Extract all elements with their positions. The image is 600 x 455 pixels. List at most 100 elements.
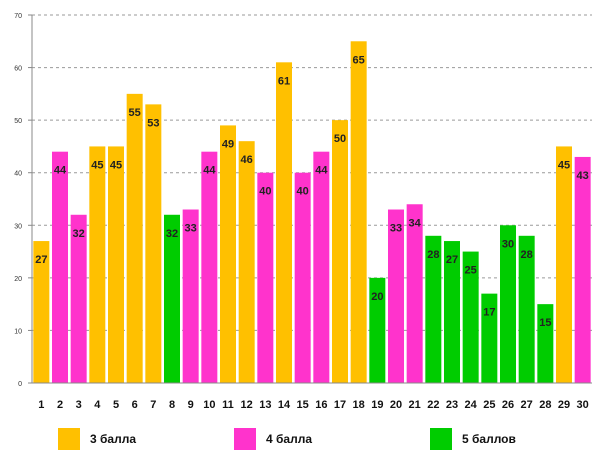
x-tick-label-4: 4 [94,399,101,411]
value-label-25: 17 [483,307,495,319]
x-tick-label-25: 25 [483,399,495,411]
legend-swatch-4-balla [234,428,256,450]
y-tick-label: 60 [14,66,22,73]
bar-13 [257,172,274,383]
legend-label-5-ballov: 5 баллов [462,432,516,446]
value-label-13: 40 [259,186,271,198]
x-tick-label-11: 11 [222,399,234,411]
bar-28 [537,304,554,383]
value-label-24: 25 [465,265,477,277]
value-label-4: 45 [91,159,103,171]
x-tick-label-22: 22 [427,399,439,411]
value-label-17: 50 [334,133,346,145]
bar-8 [164,214,180,383]
bar-5 [108,146,124,383]
legend-item-4-balla: 4 балла [234,427,312,451]
value-label-22: 28 [427,249,439,261]
x-tick-label-20: 20 [390,399,402,411]
y-tick-label: 20 [14,276,22,283]
bar-4 [89,146,106,383]
x-tick-label-9: 9 [188,399,194,411]
bar-20 [388,209,404,383]
bar-18 [350,41,367,384]
x-tick-label-6: 6 [132,399,138,411]
x-tick-label-24: 24 [465,399,478,411]
bar-30 [574,156,591,383]
x-tick-label-28: 28 [539,399,551,411]
bars: 27 44 32 45 45 55 53 32 33 44 49 46 40 61 40 44 50 65 20 33… [33,41,591,384]
value-label-12: 46 [241,154,253,166]
value-label-3: 32 [73,228,85,240]
bar-3 [70,214,87,383]
bar-1 [33,241,50,383]
bar-29 [556,146,572,383]
value-label-6: 55 [129,107,141,119]
y-tick-label: 0 [18,381,22,388]
bar-16 [313,151,330,383]
value-label-8: 32 [166,228,178,240]
bar-26 [500,225,516,383]
x-tick-label-15: 15 [297,399,309,411]
x-tick-label-26: 26 [502,399,514,411]
legend-label-3-balla: 3 балла [90,432,137,446]
x-tick-label-21: 21 [409,399,421,411]
value-label-1: 27 [35,254,47,266]
value-label-30: 43 [577,170,589,182]
bar-10 [201,151,218,383]
y-tick-label: 10 [14,328,22,335]
value-label-16: 44 [315,165,328,177]
bar-25 [481,293,498,383]
bar-21 [406,204,423,383]
value-label-26: 30 [502,238,514,250]
x-tick-label-29: 29 [558,399,570,411]
bar-24 [462,251,479,383]
x-tick-label-16: 16 [315,399,327,411]
bar-17 [332,120,348,384]
legend-label-4-balla: 4 балла [266,432,313,446]
value-label-9: 33 [185,223,197,235]
value-label-20: 33 [390,223,402,235]
value-label-23: 27 [446,254,458,266]
x-tick-label-19: 19 [371,399,383,411]
legend-swatch-5-ballov [430,428,452,450]
x-tick-label-13: 13 [259,399,271,411]
x-tick-label-12: 12 [241,399,253,411]
bar-27 [518,235,535,383]
value-label-21: 34 [409,217,422,229]
bar-11 [220,125,236,384]
value-label-19: 20 [371,291,383,303]
x-tick-label-5: 5 [113,399,119,411]
bar-14 [276,62,292,384]
value-label-10: 44 [203,165,216,177]
value-label-15: 40 [297,186,309,198]
bar-12 [238,141,255,383]
value-label-11: 49 [222,138,234,150]
x-tick-label-1: 1 [38,399,44,411]
bar-7 [145,104,162,383]
value-label-14: 61 [278,75,290,87]
legend-item-5-ballov: 5 баллов [430,427,516,451]
y-tick-label: 50 [14,118,22,125]
value-label-27: 28 [521,249,533,261]
x-tick-label-30: 30 [577,399,589,411]
x-tick-label-27: 27 [521,399,533,411]
legend-item-3-balla: 3 балла [58,427,136,451]
x-tick-label-14: 14 [278,399,291,411]
bar-15 [294,172,311,383]
x-tick-label-18: 18 [353,399,365,411]
value-label-18: 65 [353,54,365,66]
y-tick-label: 30 [14,223,22,230]
x-tick-label-10: 10 [203,399,215,411]
bar-19 [369,277,386,383]
x-tick-label-17: 17 [334,399,346,411]
bar-2 [52,151,68,383]
x-tick-label-3: 3 [76,399,82,411]
x-tick-label-7: 7 [150,399,156,411]
x-tick-label-23: 23 [446,399,458,411]
value-label-7: 53 [147,117,159,129]
x-tick-label-8: 8 [169,399,175,411]
value-label-5: 45 [110,159,122,171]
value-label-2: 44 [54,165,67,177]
